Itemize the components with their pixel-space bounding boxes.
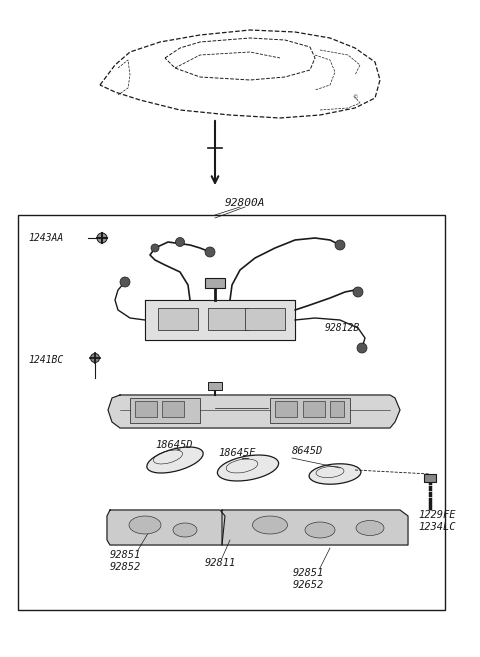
Text: 92811: 92811 xyxy=(205,558,236,568)
Text: 92852: 92852 xyxy=(110,562,141,572)
Text: 18645E: 18645E xyxy=(218,448,255,458)
Text: 92812B: 92812B xyxy=(325,323,360,333)
Ellipse shape xyxy=(335,240,345,250)
Text: 8645D: 8645D xyxy=(292,446,323,456)
Ellipse shape xyxy=(356,520,384,535)
Bar xyxy=(18,215,445,610)
Bar xyxy=(162,401,184,417)
Bar xyxy=(330,401,344,417)
Ellipse shape xyxy=(217,455,278,481)
Bar xyxy=(158,308,198,330)
Polygon shape xyxy=(145,300,295,340)
Ellipse shape xyxy=(91,353,99,363)
Ellipse shape xyxy=(252,516,288,534)
Text: 92851: 92851 xyxy=(293,568,324,578)
Bar xyxy=(135,401,157,417)
Ellipse shape xyxy=(97,233,107,243)
Bar xyxy=(245,308,285,330)
Bar xyxy=(205,278,225,288)
Text: 1229FE: 1229FE xyxy=(418,510,456,520)
Ellipse shape xyxy=(147,447,203,473)
Ellipse shape xyxy=(353,287,363,297)
Ellipse shape xyxy=(129,516,161,534)
Polygon shape xyxy=(107,510,225,545)
Text: 92851: 92851 xyxy=(110,550,141,560)
Ellipse shape xyxy=(305,522,335,538)
Bar xyxy=(275,401,297,417)
Polygon shape xyxy=(222,510,408,545)
Text: 1243AA: 1243AA xyxy=(28,233,63,243)
Ellipse shape xyxy=(176,237,184,246)
Ellipse shape xyxy=(173,523,197,537)
Bar xyxy=(130,398,200,423)
Bar xyxy=(424,474,436,482)
Bar xyxy=(208,382,222,390)
Text: 1241BC: 1241BC xyxy=(28,355,63,365)
Text: 18645D: 18645D xyxy=(155,440,192,450)
Bar xyxy=(270,398,350,423)
Ellipse shape xyxy=(357,343,367,353)
Bar xyxy=(208,308,248,330)
Ellipse shape xyxy=(151,244,159,252)
Ellipse shape xyxy=(309,464,361,484)
Bar xyxy=(303,401,325,417)
Ellipse shape xyxy=(120,277,130,287)
Polygon shape xyxy=(108,395,400,428)
Text: 1234LC: 1234LC xyxy=(418,522,456,532)
Ellipse shape xyxy=(205,247,215,257)
Text: 92800A: 92800A xyxy=(225,198,265,208)
Text: 92652: 92652 xyxy=(293,580,324,590)
Text: ©: © xyxy=(352,95,358,101)
